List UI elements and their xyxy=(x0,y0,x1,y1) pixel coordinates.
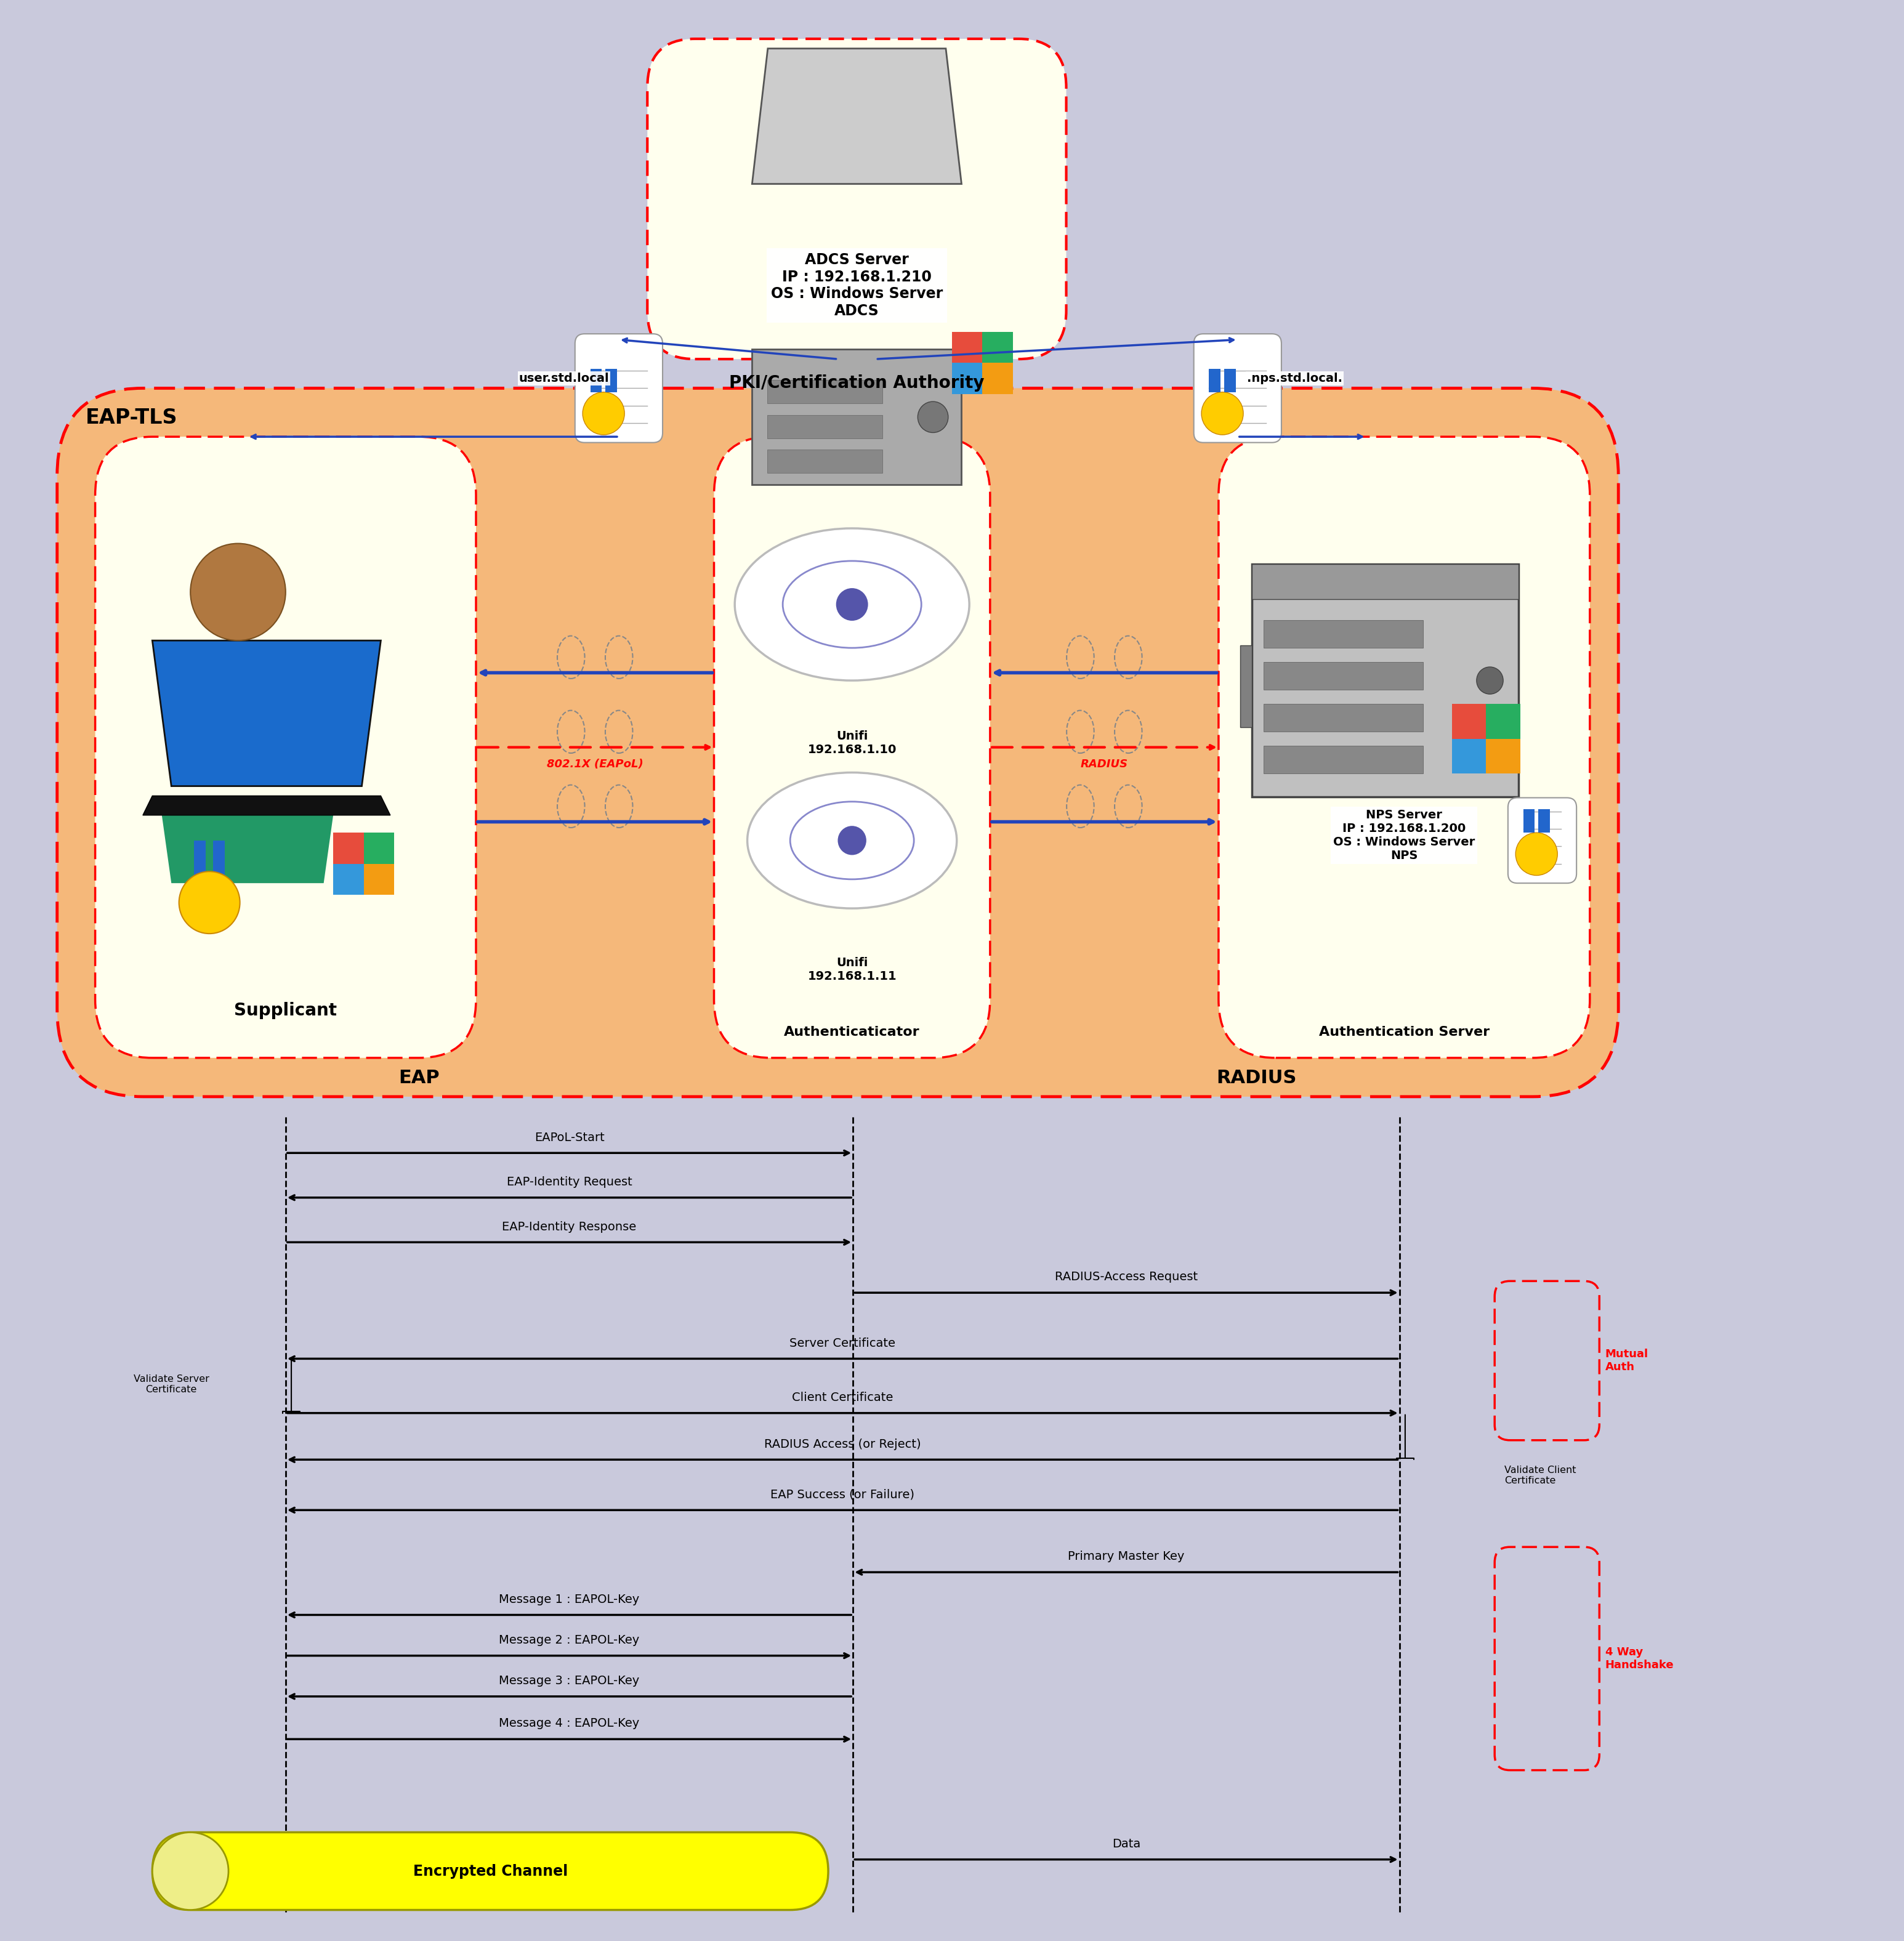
Text: RADIUS: RADIUS xyxy=(1217,1069,1297,1087)
Bar xyxy=(1262,705,1422,732)
Text: Authenticaticator: Authenticaticator xyxy=(784,1027,920,1038)
Polygon shape xyxy=(752,49,962,184)
Text: Mutual
Auth: Mutual Auth xyxy=(1605,1349,1649,1372)
Text: EAP-Identity Request: EAP-Identity Request xyxy=(506,1176,632,1188)
Bar xyxy=(1487,740,1521,774)
FancyBboxPatch shape xyxy=(1251,565,1517,798)
Text: Client Certificate: Client Certificate xyxy=(792,1392,893,1403)
FancyBboxPatch shape xyxy=(95,437,476,1058)
Bar xyxy=(333,864,364,895)
FancyBboxPatch shape xyxy=(152,1832,828,1910)
Bar xyxy=(1224,369,1236,392)
Ellipse shape xyxy=(735,528,969,681)
Text: Message 2 : EAPOL-Key: Message 2 : EAPOL-Key xyxy=(499,1634,640,1646)
Polygon shape xyxy=(152,641,381,786)
Text: ADCS Server
IP : 192.168.1.210
OS : Windows Server
ADCS: ADCS Server IP : 192.168.1.210 OS : Wind… xyxy=(771,252,942,318)
Bar xyxy=(952,332,982,363)
FancyBboxPatch shape xyxy=(647,39,1066,359)
Circle shape xyxy=(152,1832,228,1910)
Text: PKI/Certification Authority: PKI/Certification Authority xyxy=(729,375,984,392)
FancyBboxPatch shape xyxy=(1219,437,1590,1058)
Bar xyxy=(605,369,617,392)
Bar xyxy=(364,833,394,864)
FancyBboxPatch shape xyxy=(1194,334,1281,443)
Bar xyxy=(767,380,882,404)
Bar xyxy=(1262,745,1422,774)
Text: EAP Success (or Failure): EAP Success (or Failure) xyxy=(771,1489,914,1500)
FancyBboxPatch shape xyxy=(752,349,962,485)
Bar xyxy=(1523,809,1535,833)
FancyBboxPatch shape xyxy=(575,334,663,443)
Circle shape xyxy=(1478,668,1502,695)
Text: EAP-Identity Response: EAP-Identity Response xyxy=(503,1221,636,1233)
Ellipse shape xyxy=(746,773,956,908)
Text: Message 3 : EAPOL-Key: Message 3 : EAPOL-Key xyxy=(499,1675,640,1687)
Bar xyxy=(1451,740,1485,774)
Bar xyxy=(194,840,206,875)
FancyBboxPatch shape xyxy=(1508,798,1577,883)
Text: RADIUS: RADIUS xyxy=(1081,759,1127,771)
Bar xyxy=(767,415,882,439)
Circle shape xyxy=(583,392,625,435)
Bar xyxy=(982,363,1013,394)
Circle shape xyxy=(1201,392,1243,435)
Text: Validate Server
Certificate: Validate Server Certificate xyxy=(133,1374,209,1394)
Bar xyxy=(213,840,225,875)
Text: Message 1 : EAPOL-Key: Message 1 : EAPOL-Key xyxy=(499,1594,640,1605)
Bar xyxy=(1251,565,1517,600)
Circle shape xyxy=(838,827,866,856)
FancyBboxPatch shape xyxy=(29,19,1875,1931)
Text: Unifi
192.168.1.10: Unifi 192.168.1.10 xyxy=(807,730,897,755)
Bar xyxy=(364,864,394,895)
Text: 4 Way
Handshake: 4 Way Handshake xyxy=(1605,1646,1674,1671)
Text: EAP-TLS: EAP-TLS xyxy=(86,408,177,427)
FancyBboxPatch shape xyxy=(57,388,1618,1097)
Text: 802.1X (EAPoL): 802.1X (EAPoL) xyxy=(546,759,644,771)
Text: Server Certificate: Server Certificate xyxy=(790,1337,895,1349)
Circle shape xyxy=(918,402,948,433)
Text: Encrypted Channel: Encrypted Channel xyxy=(413,1863,567,1879)
Bar xyxy=(1538,809,1550,833)
Text: Validate Client
Certificate: Validate Client Certificate xyxy=(1504,1465,1577,1485)
Circle shape xyxy=(179,872,240,934)
Bar xyxy=(1451,705,1485,740)
Polygon shape xyxy=(143,796,390,815)
Bar xyxy=(982,332,1013,363)
Polygon shape xyxy=(162,815,333,883)
Bar xyxy=(1262,662,1422,689)
Text: .nps.std.local.: .nps.std.local. xyxy=(1247,373,1342,384)
Text: Supplicant: Supplicant xyxy=(234,1002,337,1019)
Text: RADIUS-Access Request: RADIUS-Access Request xyxy=(1055,1271,1198,1283)
Text: NPS Server
IP : 192.168.1.200
OS : Windows Server
NPS: NPS Server IP : 192.168.1.200 OS : Windo… xyxy=(1333,809,1476,862)
Text: user.std.local: user.std.local xyxy=(520,373,609,384)
Bar xyxy=(590,369,602,392)
Circle shape xyxy=(836,588,868,621)
Bar xyxy=(952,363,982,394)
Text: EAP: EAP xyxy=(398,1069,440,1087)
Bar xyxy=(1209,369,1220,392)
FancyBboxPatch shape xyxy=(714,437,990,1058)
Circle shape xyxy=(190,543,286,641)
Bar xyxy=(1262,619,1422,648)
Text: Authentication Server: Authentication Server xyxy=(1319,1027,1489,1038)
Bar xyxy=(767,450,882,474)
Bar xyxy=(1241,646,1251,728)
Text: Message 4 : EAPOL-Key: Message 4 : EAPOL-Key xyxy=(499,1718,640,1729)
Text: Primary Master Key: Primary Master Key xyxy=(1068,1551,1184,1563)
Bar xyxy=(333,833,364,864)
Text: Unifi
192.168.1.11: Unifi 192.168.1.11 xyxy=(807,957,897,982)
Text: Data: Data xyxy=(1112,1838,1140,1850)
Text: EAPoL-Start: EAPoL-Start xyxy=(535,1132,604,1143)
Circle shape xyxy=(1516,833,1557,875)
Text: RADIUS Access (or Reject): RADIUS Access (or Reject) xyxy=(764,1438,922,1450)
Bar xyxy=(1487,705,1521,740)
